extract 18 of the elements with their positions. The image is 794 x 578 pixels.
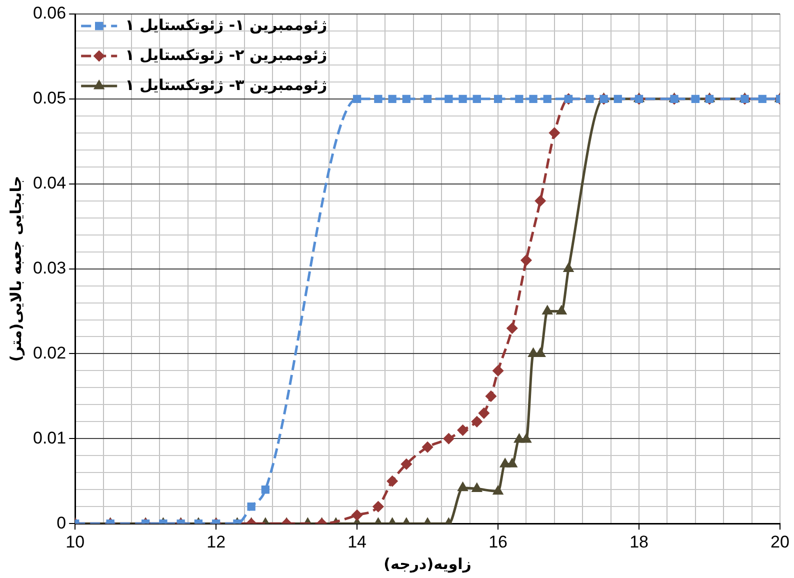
y-tick-label: 0.05 xyxy=(32,88,66,108)
x-tick-label: 16 xyxy=(488,532,508,552)
y-tick-label: 0.06 xyxy=(32,4,66,23)
x-tick-label: 10 xyxy=(66,532,85,552)
y-tick-label: 0 xyxy=(56,513,66,532)
y-tick-label: 0.03 xyxy=(32,258,66,278)
y-tick-label: 0.04 xyxy=(32,174,66,193)
legend-label: ژئوممبرین ۳- ژئوتکستایل ۱ xyxy=(125,76,328,94)
x-tick-label: 18 xyxy=(630,532,648,552)
y-axis-title: جابجایی جعبه بالایی(متر) xyxy=(6,176,25,362)
x-tick-label: 14 xyxy=(348,532,367,552)
x-tick-label: 20 xyxy=(770,532,790,552)
legend-label: ژئوممبرین ۱- ژئوتکستایل ۱ xyxy=(125,16,328,34)
y-tick-label: 0.01 xyxy=(32,428,66,448)
x-axis-title: زاویه(درجه) xyxy=(384,554,472,573)
y-tick-label: 0.02 xyxy=(32,343,66,362)
x-tick-label: 12 xyxy=(206,532,226,552)
legend-label: ژئوممبرین ۲- ژئوتکستایل ۱ xyxy=(125,46,328,64)
